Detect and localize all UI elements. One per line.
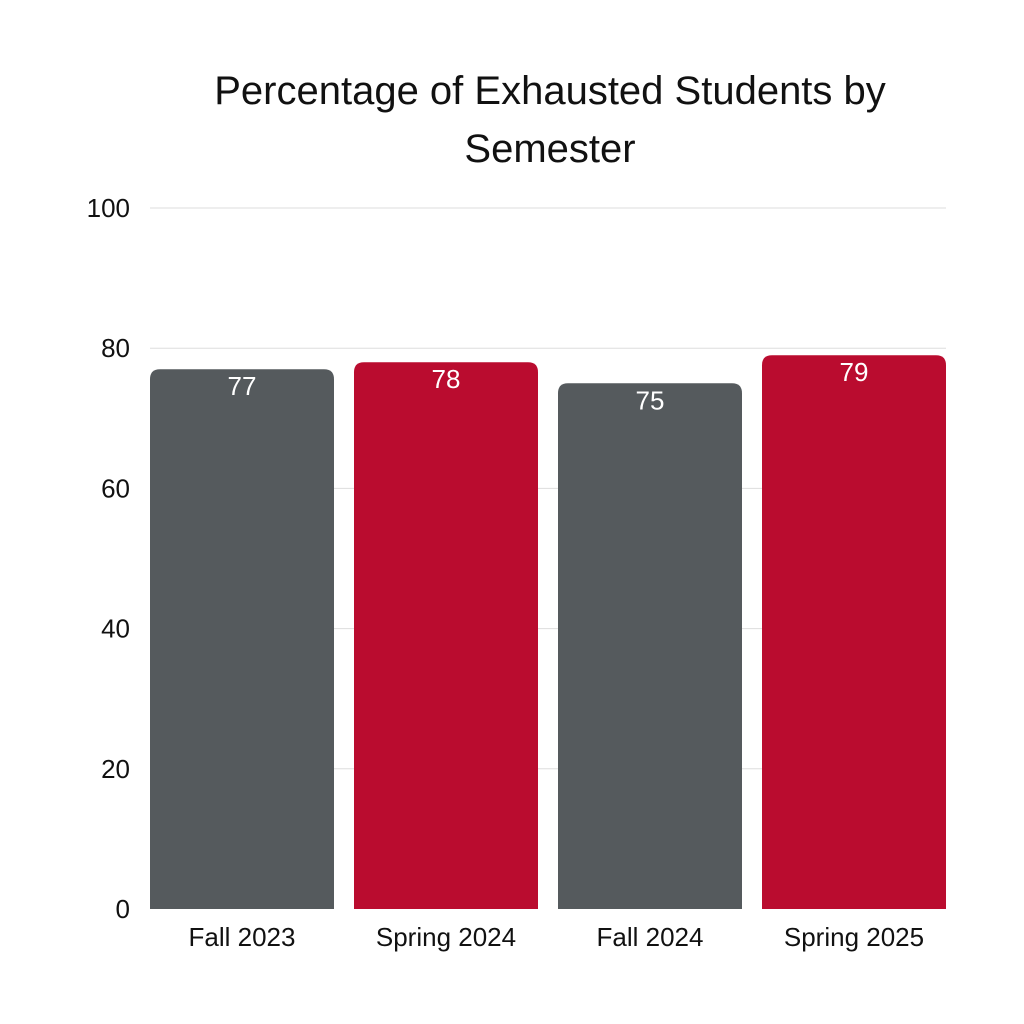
x-category-label-1: Spring 2024 bbox=[376, 922, 516, 952]
bar-spring-2025 bbox=[762, 355, 946, 910]
bars bbox=[150, 355, 946, 910]
data-label-3: 79 bbox=[840, 357, 869, 387]
x-axis-category-labels: Fall 2023 Spring 2024 Fall 2024 Spring 2025 bbox=[189, 922, 925, 952]
x-category-label-2: Fall 2024 bbox=[597, 922, 704, 952]
y-tick-label-0: 0 bbox=[116, 894, 130, 924]
y-tick-label-60: 60 bbox=[101, 473, 130, 503]
data-label-2: 75 bbox=[636, 385, 665, 415]
x-category-label-3: Spring 2025 bbox=[784, 922, 924, 952]
y-axis-tick-labels: 0 20 40 60 80 100 bbox=[87, 193, 130, 924]
y-tick-label-40: 40 bbox=[101, 614, 130, 644]
x-category-label-0: Fall 2023 bbox=[189, 922, 296, 952]
data-labels: 77 78 75 79 bbox=[228, 357, 869, 415]
data-label-1: 78 bbox=[432, 364, 461, 394]
y-tick-label-80: 80 bbox=[101, 333, 130, 363]
y-tick-label-20: 20 bbox=[101, 754, 130, 784]
chart-title: Percentage of Exhausted Students by Seme… bbox=[214, 69, 886, 171]
data-label-0: 77 bbox=[228, 371, 257, 401]
bar-fall-2023 bbox=[150, 369, 334, 910]
y-tick-label-100: 100 bbox=[87, 193, 130, 223]
bar-spring-2024 bbox=[354, 362, 538, 910]
bar-fall-2024 bbox=[558, 383, 742, 909]
